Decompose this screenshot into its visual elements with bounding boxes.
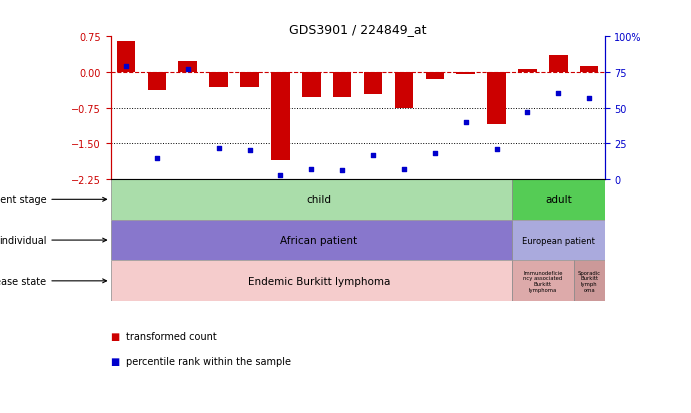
Text: individual: individual — [0, 235, 106, 245]
Bar — [512, 220, 605, 261]
Bar — [580, 67, 598, 73]
Point — [584, 95, 595, 102]
Point — [151, 155, 162, 161]
Bar — [512, 261, 574, 301]
Bar — [209, 73, 228, 88]
Text: development stage: development stage — [0, 195, 106, 205]
Bar — [148, 73, 166, 91]
Text: ■: ■ — [111, 332, 120, 342]
Point — [244, 148, 255, 154]
Bar — [549, 56, 567, 73]
Bar — [111, 220, 512, 261]
Title: GDS3901 / 224849_at: GDS3901 / 224849_at — [289, 23, 426, 36]
Bar — [333, 73, 352, 97]
Bar — [363, 73, 382, 95]
Point — [522, 109, 533, 116]
Text: Endemic Burkitt lymphoma: Endemic Burkitt lymphoma — [248, 276, 390, 286]
Point — [460, 119, 471, 126]
Text: Sporadic
Burkitt
lymph
oma: Sporadic Burkitt lymph oma — [578, 270, 600, 292]
Point — [275, 172, 286, 178]
Bar — [395, 73, 413, 108]
Text: child: child — [307, 195, 332, 205]
Bar — [456, 73, 475, 75]
Text: African patient: African patient — [281, 235, 357, 245]
Point — [491, 146, 502, 153]
Point — [120, 64, 131, 70]
Bar — [117, 42, 135, 73]
Text: Immunodeficie
ncy associated
Burkitt
lymphoma: Immunodeficie ncy associated Burkitt lym… — [523, 270, 562, 292]
Point — [182, 66, 193, 73]
Bar — [302, 73, 321, 97]
Text: disease state: disease state — [0, 276, 106, 286]
Bar — [178, 62, 197, 73]
Point — [429, 151, 440, 157]
Bar — [240, 73, 258, 88]
Bar — [574, 261, 605, 301]
Bar — [426, 73, 444, 80]
Bar — [512, 180, 605, 220]
Text: ■: ■ — [111, 356, 120, 366]
Bar — [271, 73, 290, 161]
Bar — [518, 69, 537, 73]
Text: adult: adult — [545, 195, 571, 205]
Point — [553, 91, 564, 97]
Bar — [487, 73, 506, 125]
Text: European patient: European patient — [522, 236, 595, 245]
Point — [213, 145, 224, 152]
Text: transformed count: transformed count — [126, 332, 216, 342]
Point — [399, 166, 410, 173]
Bar — [111, 261, 512, 301]
Point — [337, 168, 348, 174]
Point — [368, 152, 379, 159]
Text: percentile rank within the sample: percentile rank within the sample — [126, 356, 291, 366]
Bar — [111, 180, 512, 220]
Point — [305, 166, 316, 173]
